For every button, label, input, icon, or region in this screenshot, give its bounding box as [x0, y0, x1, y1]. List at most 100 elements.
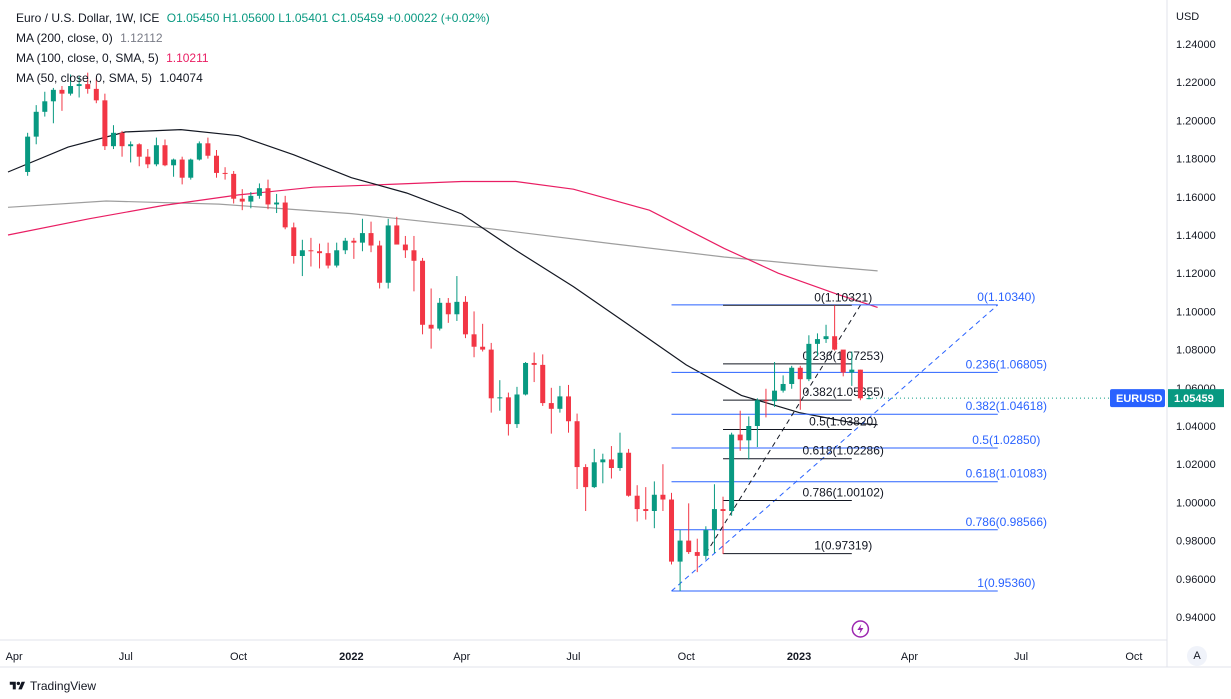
- candle-body: [222, 172, 228, 174]
- price-tag: 1.05459: [1174, 393, 1214, 405]
- ma100-row[interactable]: MA (100, close, 0, SMA, 5) 1.10211: [16, 48, 490, 68]
- candle-body: [308, 250, 314, 252]
- y-tick-label: 0.94000: [1176, 612, 1216, 624]
- x-tick-label: 2023: [787, 651, 811, 663]
- candle-body: [583, 467, 589, 488]
- event-icon[interactable]: [851, 620, 870, 638]
- tradingview-brand[interactable]: TradingView: [8, 679, 96, 693]
- fib-blue-level-label: 0(1.10340): [977, 290, 1035, 304]
- y-tick-label: 1.16000: [1176, 192, 1216, 204]
- open-value: O1.05450: [166, 11, 220, 25]
- candle-body: [737, 434, 743, 441]
- tradingview-logo-icon: [9, 681, 25, 690]
- candle-body: [677, 540, 683, 562]
- x-tick-label: Apr: [901, 651, 918, 663]
- fib-black-level-label: 0.5(1.03820): [809, 414, 877, 428]
- candle-body: [643, 509, 649, 511]
- symbol-title[interactable]: Euro / U.S. Dollar, 1W, ICE: [16, 11, 160, 25]
- candle-body: [789, 367, 795, 384]
- ma200-row[interactable]: MA (200, close, 0) 1.12112: [16, 28, 490, 48]
- candle-body: [59, 89, 65, 94]
- fib-retracements[interactable]: 0(1.10340) 0.236(1.06805) 0.382(1.04618) 0.…: [671, 290, 1048, 592]
- fib-blue-level-label: 0.382(1.04618): [966, 399, 1047, 413]
- candle-body: [93, 88, 99, 101]
- candle-body: [76, 84, 82, 87]
- candle-body: [505, 397, 511, 425]
- y-tick-label: 1.18000: [1176, 154, 1216, 166]
- candle-body: [832, 336, 838, 350]
- x-tick-label: Oct: [678, 651, 695, 663]
- y-tick-label: 0.96000: [1176, 574, 1216, 586]
- candle-body: [574, 421, 580, 468]
- candle-body: [171, 159, 177, 166]
- candle-body: [213, 155, 219, 173]
- candle-body: [445, 302, 451, 315]
- candle-body: [797, 367, 803, 380]
- symbol-row: Euro / U.S. Dollar, 1W, ICE O1.05450 H1.…: [16, 8, 490, 28]
- x-tick-label: Jul: [566, 651, 580, 663]
- candle-body: [806, 343, 812, 380]
- candle-body: [411, 250, 417, 261]
- candle-body: [420, 260, 426, 325]
- candle-body: [617, 452, 623, 469]
- candle-body: [694, 552, 700, 556]
- candle-body: [153, 145, 159, 165]
- y-tick-label: 0.98000: [1176, 536, 1216, 548]
- candle-body: [600, 459, 606, 463]
- candle-body: [342, 240, 348, 251]
- candle-body: [85, 84, 91, 89]
- close-value: C1.05459: [331, 11, 384, 25]
- brand-name: TradingView: [30, 679, 97, 693]
- candle-body: [523, 362, 529, 395]
- candle-body: [437, 302, 443, 329]
- fib-black-level-label: 0.786(1.00102): [803, 485, 884, 499]
- candle-body: [471, 334, 477, 347]
- currency-label: USD: [1176, 11, 1200, 23]
- y-tick-label: 1.14000: [1176, 230, 1216, 242]
- fib-blue-level-label: 0.5(1.02850): [972, 433, 1040, 447]
- ma-line: [7, 128, 878, 426]
- ma200-label: MA (200, close, 0): [16, 31, 113, 45]
- candle-body: [256, 188, 262, 196]
- candle-body: [497, 397, 503, 399]
- candle-body: [205, 143, 211, 156]
- candle-body: [840, 349, 846, 373]
- y-tick-label: 1.24000: [1176, 39, 1216, 51]
- candle-body: [651, 494, 657, 511]
- candle-body: [394, 225, 400, 245]
- candle-body: [248, 195, 254, 202]
- event-bolt: [857, 624, 864, 634]
- ma50-value: 1.04074: [159, 71, 203, 85]
- candle-body: [265, 188, 271, 205]
- ma50-row[interactable]: MA (50, close, 0, SMA, 5) 1.04074: [16, 68, 490, 88]
- candle-body: [488, 349, 494, 399]
- candle-body: [557, 396, 563, 409]
- candle-body: [763, 400, 769, 402]
- fib-black-level-label: 0(1.10321): [814, 290, 872, 304]
- candle-body: [823, 336, 829, 340]
- candle-body: [145, 156, 151, 165]
- candle-body: [454, 301, 460, 315]
- candle-body: [102, 100, 108, 147]
- candle-body: [686, 540, 692, 553]
- candle-body: [231, 173, 237, 199]
- candle-body: [634, 495, 640, 510]
- candle-body: [780, 383, 786, 391]
- change-value: +0.00022 (+0.02%): [386, 11, 490, 25]
- candle-body: [128, 144, 134, 147]
- candle-body: [514, 394, 520, 425]
- candle-body: [462, 301, 468, 335]
- ma50-label: MA (50, close, 0, SMA, 5): [16, 71, 153, 85]
- price-tag-bg: [1168, 389, 1224, 408]
- ticker-tag: EURUSD: [1116, 393, 1163, 405]
- ticker-tag-bg: [1110, 389, 1165, 408]
- y-tick-label: 1.08000: [1176, 345, 1216, 357]
- candle-body: [136, 144, 142, 157]
- auto-scale-button[interactable]: A: [1187, 646, 1207, 666]
- candle-body: [377, 245, 383, 283]
- moving-averages: [7, 128, 878, 426]
- candle-body: [480, 346, 486, 350]
- candle-body: [428, 324, 434, 329]
- candle-body: [540, 364, 546, 404]
